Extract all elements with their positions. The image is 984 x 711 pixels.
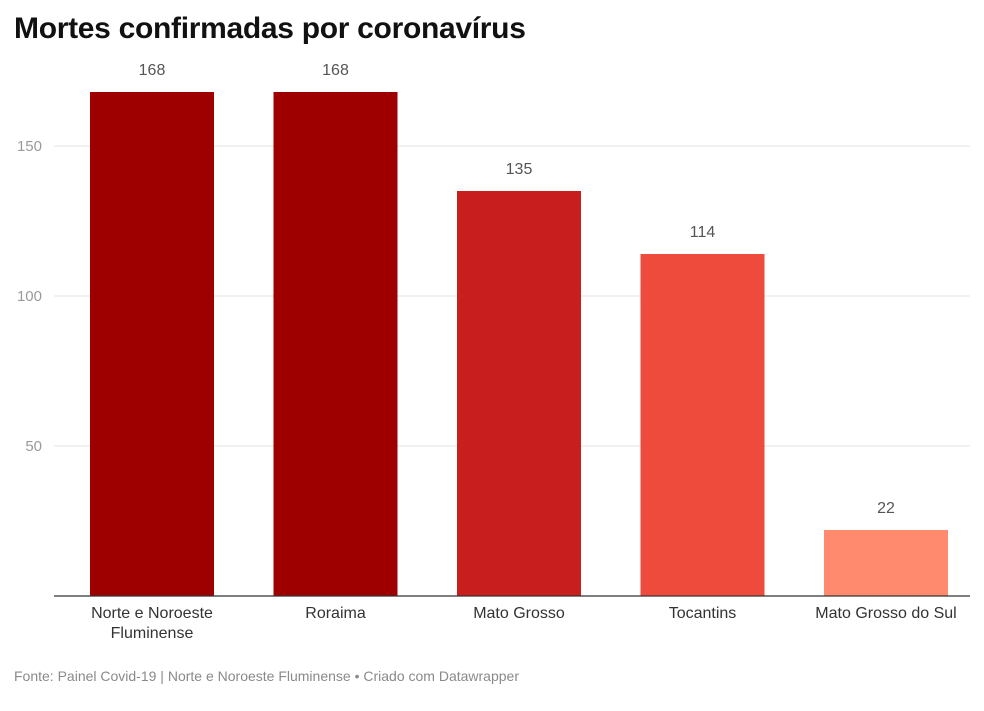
- bar: [457, 191, 581, 596]
- y-tick-label: 150: [17, 138, 42, 155]
- bar: [273, 92, 398, 596]
- y-axis-ticks: 50 100 150: [17, 138, 42, 455]
- value-labels: 168 168 135 114 22: [139, 62, 895, 517]
- source-footer: Fonte: Painel Covid-19 | Norte e Noroest…: [14, 668, 519, 684]
- y-tick-label: 50: [25, 438, 42, 455]
- x-tick-label: Mato Grosso: [473, 605, 565, 622]
- bar-value-label: 168: [322, 62, 349, 79]
- bar-value-label: 168: [139, 62, 166, 79]
- x-axis-ticks: Norte e Noroeste Fluminense Roraima Mato Gr…: [91, 605, 957, 642]
- bar: [90, 92, 214, 596]
- bar: [640, 254, 765, 596]
- bar-value-label: 135: [506, 161, 533, 178]
- x-tick-label: Mato Grosso do Sul: [815, 605, 956, 622]
- bar: [824, 530, 948, 596]
- x-tick-label: Roraima: [305, 605, 366, 622]
- y-tick-label: 100: [17, 288, 42, 305]
- bar-value-label: 22: [877, 500, 895, 517]
- bars: [90, 92, 948, 596]
- x-tick-label: Norte e Noroeste Fluminense: [91, 605, 213, 642]
- chart-title: Mortes confirmadas por coronavírus: [14, 12, 526, 45]
- x-tick-label: Tocantins: [669, 605, 737, 622]
- bar-value-label: 114: [690, 224, 716, 241]
